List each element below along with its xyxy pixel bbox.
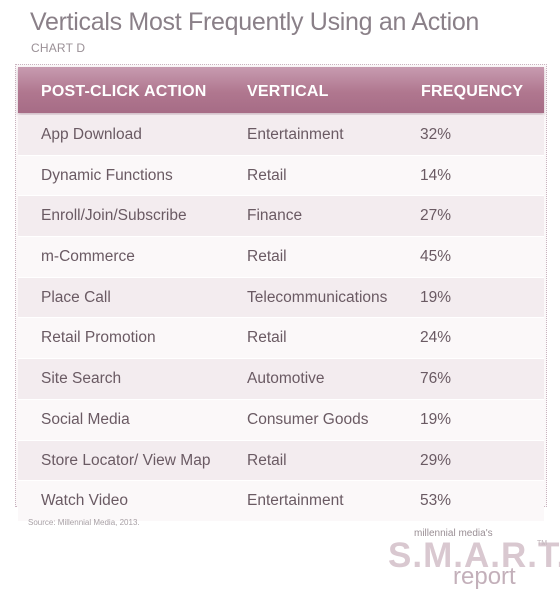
cell-action: Social Media — [41, 410, 130, 428]
table-row: Enroll/Join/Subscribe Finance 27% — [18, 196, 544, 238]
header-post-click-action: POST-CLICK ACTION — [41, 83, 207, 100]
cell-vertical: Consumer Goods — [247, 410, 369, 428]
cell-vertical: Retail — [247, 329, 287, 347]
cell-vertical: Entertainment — [247, 492, 344, 510]
cell-frequency: 19% — [420, 288, 452, 306]
cell-action: m-Commerce — [41, 248, 135, 266]
table-row: Place Call Telecommunications 19% — [18, 277, 544, 319]
brand-logo: S.M.A.R.T. — [388, 536, 560, 575]
cell-frequency: 29% — [420, 451, 452, 469]
cell-frequency: 14% — [420, 166, 452, 184]
cell-vertical: Automotive — [247, 370, 325, 388]
header-vertical: VERTICAL — [247, 83, 329, 100]
header-frequency: FREQUENCY — [421, 83, 524, 100]
cell-frequency: 45% — [420, 248, 452, 266]
cell-action: Watch Video — [41, 492, 129, 510]
cell-frequency: 32% — [420, 126, 452, 143]
table-body: App Download Entertainment 32% Dynamic F… — [18, 115, 544, 522]
cell-action: Place Call — [41, 288, 111, 306]
cell-vertical: Telecommunications — [247, 288, 388, 306]
cell-vertical: Retail — [247, 248, 287, 266]
cell-vertical: Entertainment — [247, 126, 344, 143]
brand-report-word: report — [453, 563, 516, 590]
cell-action: App Download — [41, 126, 142, 143]
cell-vertical: Retail — [247, 451, 287, 469]
cell-frequency: 24% — [420, 329, 452, 347]
cell-frequency: 19% — [420, 410, 452, 428]
chart-subtitle: CHART D — [31, 41, 86, 55]
trademark-mark: TM — [537, 540, 548, 547]
table-row: Watch Video Entertainment 53% — [18, 481, 544, 522]
cell-vertical: Finance — [247, 207, 303, 225]
brand-tagline: millennial media's — [414, 528, 493, 539]
table-row: App Download Entertainment 32% — [18, 115, 544, 156]
cell-action: Retail Promotion — [41, 329, 156, 347]
cell-vertical: Retail — [247, 166, 287, 184]
table-header: POST-CLICK ACTION VERTICAL FREQUENCY — [18, 67, 544, 113]
cell-action: Site Search — [41, 370, 122, 388]
cell-frequency: 27% — [420, 207, 452, 225]
table-row: Site Search Automotive 76% — [18, 359, 544, 400]
cell-action: Store Locator/ View Map — [41, 451, 211, 469]
cell-frequency: 76% — [420, 370, 452, 388]
table-row: Social Media Consumer Goods 19% — [18, 399, 544, 441]
source-note: Source: Millennial Media, 2013. — [28, 518, 140, 527]
cell-frequency: 53% — [420, 492, 452, 510]
cell-action: Dynamic Functions — [41, 166, 173, 184]
cell-action: Enroll/Join/Subscribe — [41, 207, 187, 225]
table-row: Retail Promotion Retail 24% — [18, 318, 544, 360]
table-row: m-Commerce Retail 45% — [18, 237, 544, 278]
table-row: Dynamic Functions Retail 14% — [18, 155, 544, 197]
table-row: Store Locator/ View Map Retail 29% — [18, 440, 544, 482]
data-table: POST-CLICK ACTION VERTICAL FREQUENCY App… — [15, 64, 547, 522]
page-title: Verticals Most Frequently Using an Actio… — [30, 8, 480, 36]
